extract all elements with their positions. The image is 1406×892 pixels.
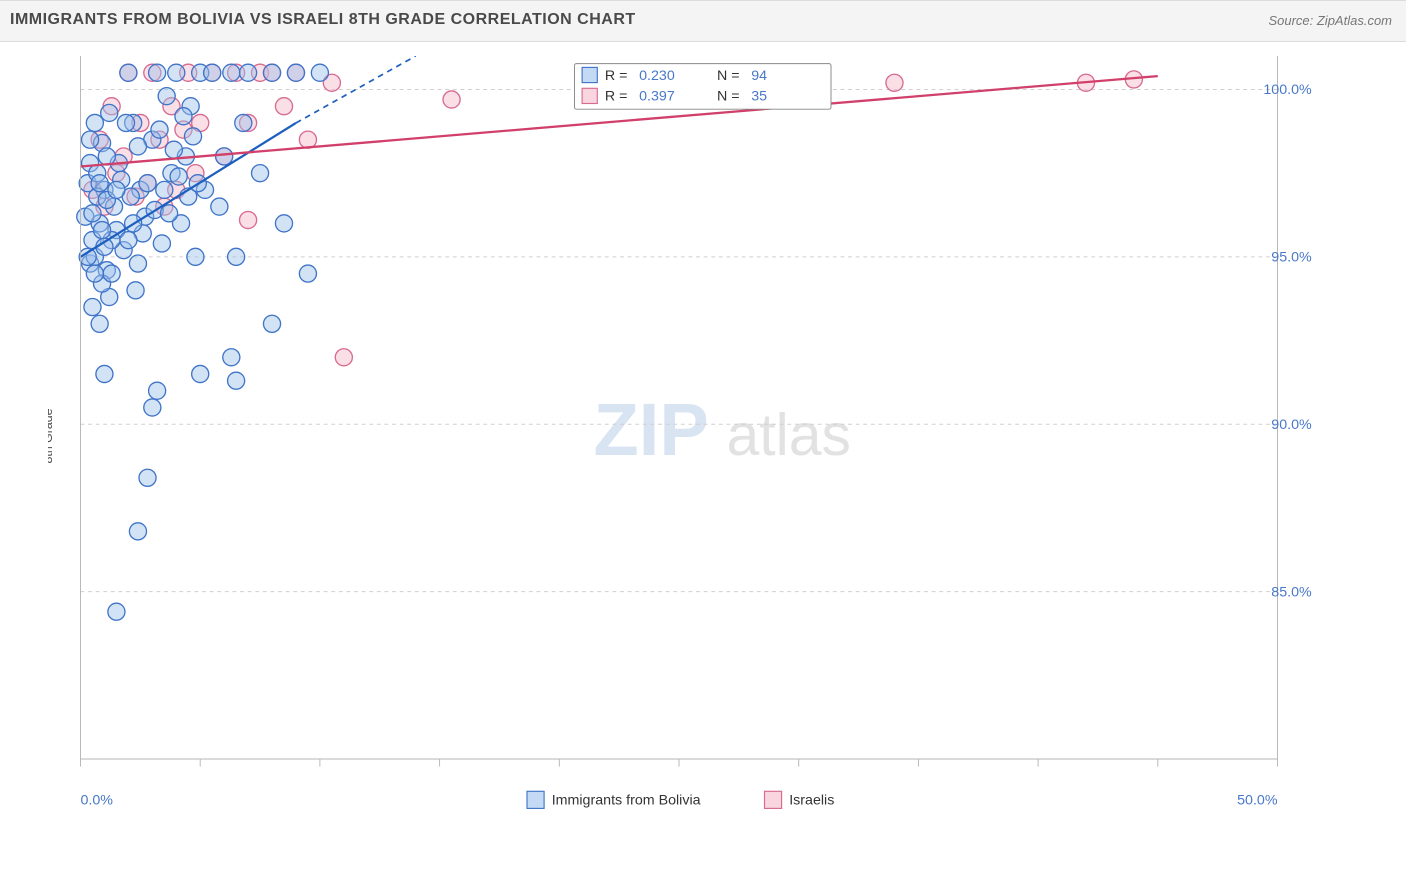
data-point (139, 175, 156, 192)
data-point (93, 222, 110, 239)
data-point (86, 114, 103, 131)
data-point (91, 175, 108, 192)
series-bolivia-points (77, 64, 329, 620)
data-point (165, 141, 182, 158)
legend-n-label: N = (717, 89, 740, 105)
series-legend: Immigrants from Bolivia Israelis (527, 791, 834, 808)
data-point (144, 399, 161, 416)
data-point (151, 121, 168, 138)
legend-r-label: R = (605, 89, 628, 105)
data-point (168, 64, 185, 81)
data-point (139, 469, 156, 486)
data-point (149, 64, 166, 81)
title-bar: IMMIGRANTS FROM BOLIVIA VS ISRAELI 8TH G… (0, 0, 1406, 42)
bottom-legend-swatch-blue (527, 791, 544, 808)
x-ticks (81, 759, 1278, 767)
data-point (223, 64, 240, 81)
data-point (311, 64, 328, 81)
data-point (120, 64, 137, 81)
data-point (235, 114, 252, 131)
legend-swatch-pink (582, 88, 597, 103)
data-point (117, 114, 134, 131)
chart-title: IMMIGRANTS FROM BOLIVIA VS ISRAELI 8TH G… (10, 11, 636, 29)
data-point (263, 315, 280, 332)
x-axis-left-label: 0.0% (81, 793, 114, 809)
data-point (228, 372, 245, 389)
data-point (96, 365, 113, 382)
bottom-legend-label: Israelis (789, 793, 834, 809)
y-tick-label: 90.0% (1271, 417, 1312, 433)
data-point (252, 165, 269, 182)
bottom-legend-swatch-pink (765, 791, 782, 808)
data-point (170, 168, 187, 185)
legend-n-value: 35 (751, 89, 767, 105)
data-point (192, 365, 209, 382)
data-point (103, 265, 120, 282)
source-label: Source: ZipAtlas.com (1268, 13, 1392, 28)
data-point (120, 232, 137, 249)
data-point (84, 205, 101, 222)
data-point (161, 205, 178, 222)
data-point (299, 131, 316, 148)
data-point (299, 265, 316, 282)
data-point (275, 215, 292, 232)
data-point (228, 248, 245, 265)
x-axis-right-label: 50.0% (1237, 793, 1278, 809)
y-tick-label: 95.0% (1271, 250, 1312, 266)
data-point (84, 299, 101, 316)
data-point (153, 235, 170, 252)
data-point (82, 131, 99, 148)
data-point (129, 523, 146, 540)
correlation-legend: R = 0.230 N = 94 R = 0.397 N = 35 (575, 64, 832, 110)
y-ticks: 85.0% 90.0% 95.0% 100.0% (1263, 82, 1312, 600)
data-point (335, 349, 352, 366)
data-point (886, 74, 903, 91)
data-point (204, 64, 221, 81)
data-point (211, 198, 228, 215)
data-point (158, 88, 175, 105)
legend-r-label: R = (605, 68, 628, 84)
data-point (101, 104, 118, 121)
data-point (263, 64, 280, 81)
data-point (240, 64, 257, 81)
y-tick-label: 100.0% (1263, 82, 1312, 98)
data-point (175, 108, 192, 125)
bottom-legend-label: Immigrants from Bolivia (552, 793, 701, 809)
watermark-zip: ZIP (594, 388, 709, 471)
data-point (187, 248, 204, 265)
data-point (443, 91, 460, 108)
legend-n-label: N = (717, 68, 740, 84)
data-point (287, 64, 304, 81)
data-point (129, 255, 146, 272)
legend-r-value: 0.230 (639, 68, 675, 84)
y-tick-label: 85.0% (1271, 584, 1312, 600)
data-point (108, 181, 125, 198)
legend-swatch-blue (582, 67, 597, 82)
data-point (149, 382, 166, 399)
scatter-chart: ZIP atlas 85.0% 90.0% 95.0% 100.0% 0.0% 50.… (48, 56, 1348, 816)
legend-n-value: 94 (751, 68, 767, 84)
data-point (98, 148, 115, 165)
data-point (127, 282, 144, 299)
data-point (275, 98, 292, 115)
data-point (240, 211, 257, 228)
legend-r-value: 0.397 (639, 89, 675, 105)
data-point (156, 181, 173, 198)
data-point (108, 603, 125, 620)
data-point (223, 349, 240, 366)
data-point (129, 138, 146, 155)
watermark-atlas: atlas (727, 403, 851, 468)
data-point (86, 265, 103, 282)
data-point (184, 128, 201, 145)
data-point (216, 148, 233, 165)
data-point (91, 315, 108, 332)
y-axis-title: 8th Grade (48, 408, 55, 463)
